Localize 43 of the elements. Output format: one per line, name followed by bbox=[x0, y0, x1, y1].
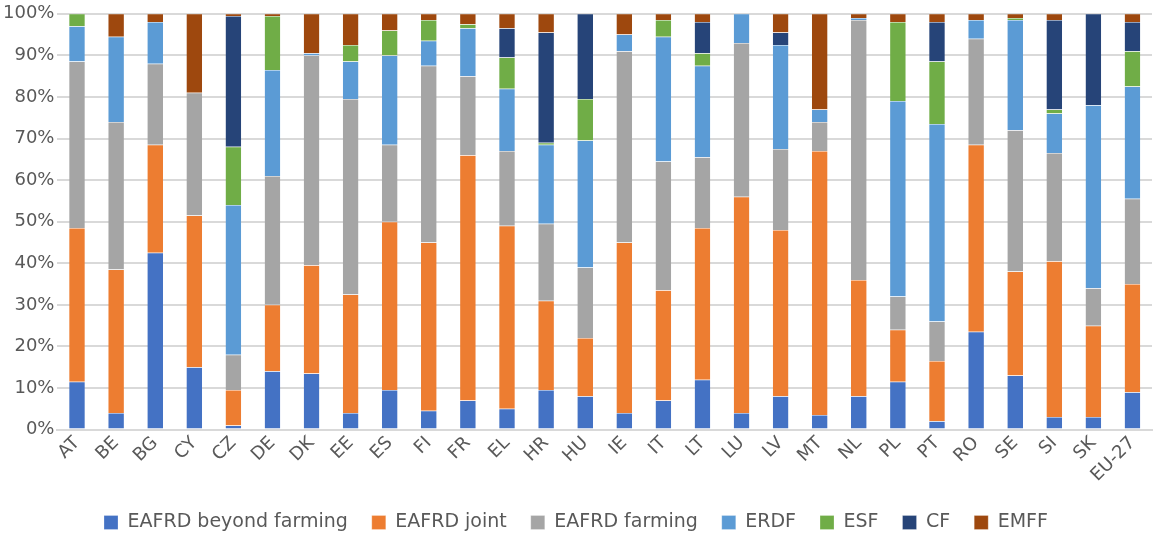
y-tick-label: 80% bbox=[14, 84, 55, 106]
x-tick-label: BG bbox=[128, 431, 162, 465]
x-tick-label: LV bbox=[757, 431, 788, 461]
x-tick-label: IT bbox=[643, 430, 671, 458]
x-tick-label: LU bbox=[717, 431, 748, 463]
y-tick-label: 10% bbox=[14, 375, 55, 397]
x-tick-label: CY bbox=[169, 430, 202, 463]
y-tick-label: 50% bbox=[14, 209, 55, 231]
x-tick-label: DE bbox=[245, 431, 279, 465]
y-tick-label: 70% bbox=[14, 126, 55, 148]
x-tick-label: SE bbox=[990, 431, 1022, 463]
x-tick-label: ES bbox=[364, 431, 396, 463]
legend-label: CF bbox=[926, 509, 951, 532]
x-tick-label: FR bbox=[443, 431, 475, 463]
x-tick-label: EE bbox=[325, 431, 357, 463]
x-tick-label: RO bbox=[948, 431, 983, 466]
legend-label: EMFF bbox=[997, 509, 1048, 532]
x-tick-label: MT bbox=[792, 430, 827, 466]
y-tick-label: 60% bbox=[14, 167, 55, 189]
y-tick-label: 100% bbox=[2, 1, 55, 23]
x-tick-label: PL bbox=[874, 431, 905, 462]
y-tick-label: 40% bbox=[14, 250, 55, 272]
x-tick-label: DK bbox=[284, 430, 319, 465]
legend-label: ESF bbox=[843, 509, 879, 532]
x-tick-label: HR bbox=[518, 431, 553, 465]
legend-label: EAFRD farming bbox=[554, 509, 698, 532]
y-tick-label: 20% bbox=[14, 334, 55, 356]
y-tick-label: 30% bbox=[14, 292, 55, 314]
x-tick-label: FI bbox=[409, 431, 435, 458]
x-tick-label: IE bbox=[603, 431, 631, 459]
legend-label: EAFRD beyond farming bbox=[127, 509, 348, 532]
x-tick-label: EL bbox=[483, 431, 514, 462]
x-tick-label: HU bbox=[557, 431, 592, 466]
legend-label: ERDF bbox=[745, 509, 797, 532]
y-tick-label: 90% bbox=[14, 43, 55, 65]
x-tick-label: BE bbox=[90, 431, 123, 464]
x-tick-label: PT bbox=[912, 430, 944, 462]
y-tick-label: 0% bbox=[25, 417, 55, 439]
legend-label: EAFRD joint bbox=[395, 509, 507, 532]
x-tick-label: SI bbox=[1033, 431, 1061, 459]
x-tick-label: LT bbox=[680, 430, 710, 460]
x-tick-label: CZ bbox=[207, 431, 240, 464]
x-tick-label: NL bbox=[833, 431, 865, 463]
